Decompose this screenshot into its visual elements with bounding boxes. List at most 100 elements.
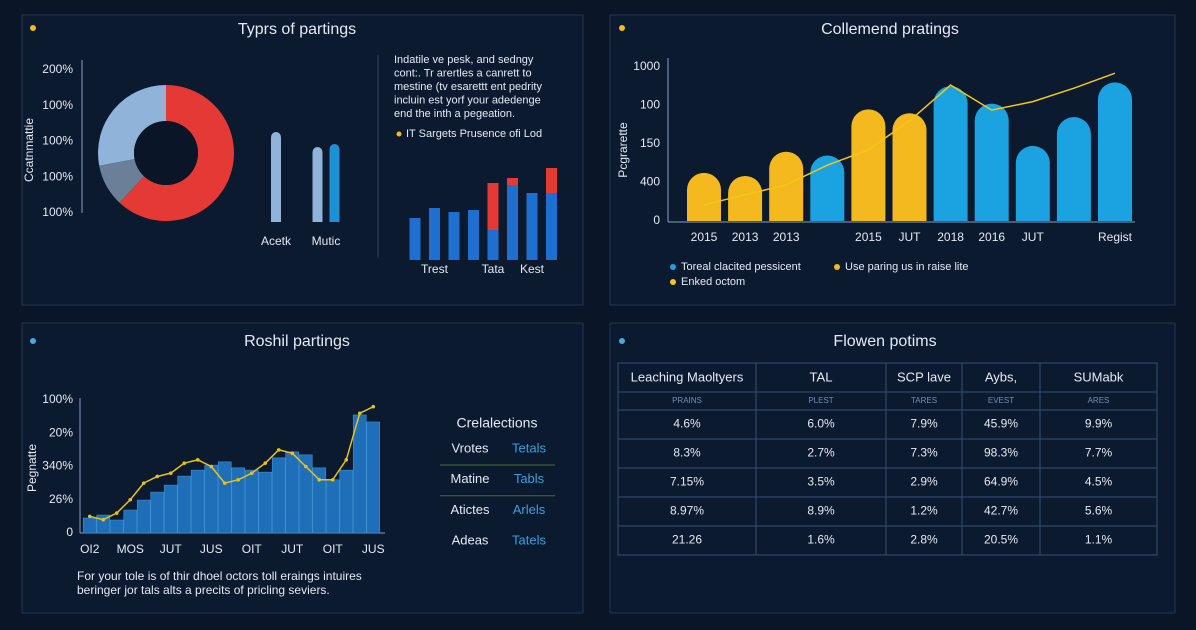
y-tick-label: 0	[653, 213, 660, 227]
x-tick-label: 2015	[855, 230, 882, 244]
table-cell: 2.7%	[807, 446, 835, 460]
table-cell: 8.97%	[670, 504, 704, 518]
bar	[339, 469, 354, 534]
line-point	[344, 458, 349, 462]
table-cell: 1.2%	[910, 504, 938, 518]
bar-segment	[546, 168, 557, 193]
line-point	[114, 511, 119, 515]
bar	[1098, 82, 1132, 222]
x-tick-label: 2013	[773, 230, 800, 244]
donut-hole	[134, 121, 198, 185]
bar	[312, 467, 327, 534]
line-point	[371, 404, 376, 409]
panel-dot	[619, 25, 625, 31]
x-tick-label: Regist	[1098, 230, 1133, 244]
table-header: TAL	[810, 369, 833, 384]
legend-cell: Atictes	[450, 502, 490, 517]
table-cell: 1.6%	[807, 533, 835, 547]
x-tick-label: 2016	[978, 230, 1005, 244]
y-tick-label: 100	[640, 98, 660, 112]
table-cell: 7.7%	[1085, 446, 1113, 460]
panel-dot	[30, 338, 36, 344]
x-tick-label: OI2	[80, 542, 100, 556]
y-axis-label: Pcgrarette	[616, 122, 630, 178]
legend-label: Toreal clacited pessicent	[681, 261, 801, 273]
bar-segment	[468, 210, 479, 260]
y-tick-label: 0	[66, 525, 73, 539]
bar	[271, 132, 281, 222]
bar	[258, 471, 273, 534]
note: For your tole is of thir dhoel octors to…	[77, 569, 362, 583]
table-cell: 2.9%	[910, 475, 938, 489]
bar	[217, 461, 232, 534]
table-frame	[617, 362, 1158, 556]
legend-cell: Adeas	[452, 533, 489, 548]
table-cell: 98.3%	[984, 446, 1018, 460]
x-tick-label: Tata	[482, 262, 505, 276]
axis-label: 100%	[42, 98, 73, 112]
bar-segment	[507, 185, 518, 260]
table-subheader: PRAINS	[672, 396, 702, 405]
panel-dot	[30, 25, 36, 31]
bar	[892, 113, 927, 221]
bar	[352, 414, 367, 534]
line-point	[141, 481, 146, 485]
line	[703, 72, 1116, 206]
x-tick-label: 2015	[691, 230, 718, 244]
legend-dot	[834, 264, 840, 270]
table-cell: 45.9%	[984, 417, 1018, 431]
line-point	[303, 464, 308, 469]
line	[89, 405, 374, 521]
legend-dot	[396, 131, 402, 137]
line-point	[263, 461, 268, 465]
panel-title: Collemend pratings	[821, 21, 959, 38]
note: beringer jor tals alts a precits of pric…	[77, 583, 330, 597]
table-cell: 6.0%	[807, 417, 835, 431]
y-tick-label: 400	[640, 175, 660, 189]
description: end the inth a pegeation.	[394, 108, 515, 120]
table-cell: 7.15%	[670, 475, 704, 489]
bar	[190, 469, 205, 534]
bar	[851, 109, 886, 221]
bar	[204, 464, 219, 534]
x-tick-label: Acetk	[261, 234, 292, 248]
panel-title: Typrs of partings	[238, 21, 356, 38]
legend-dot	[670, 279, 676, 285]
y-tick-label: 100%	[42, 392, 73, 406]
bar-segment	[429, 208, 440, 260]
table-cell: 5.6%	[1085, 504, 1113, 518]
table-header: SCP lave	[897, 369, 951, 384]
line-point	[195, 458, 200, 462]
bar-segment	[546, 193, 557, 260]
x-tick-label: JUS	[200, 542, 223, 556]
bar	[150, 491, 165, 534]
table-cell: 1.1%	[1085, 533, 1113, 547]
legend-cell: Tabls	[514, 471, 545, 486]
table-cell: 9.9%	[1085, 417, 1113, 431]
table-subheader: PLEST	[808, 396, 833, 405]
table-cell: 42.7%	[984, 504, 1018, 518]
bar	[285, 451, 300, 534]
bar	[325, 479, 340, 534]
bar	[231, 467, 246, 534]
bar	[687, 172, 721, 221]
description: cont:. Tr arertles a canrett to	[394, 67, 532, 79]
line-point	[236, 478, 241, 482]
bar	[1015, 145, 1050, 221]
table-cell: 8.9%	[807, 504, 835, 518]
x-tick-label: 2013	[732, 230, 759, 244]
bar-segment	[487, 230, 499, 260]
legend-label: Enked octom	[681, 276, 745, 288]
legend-dot	[670, 264, 676, 270]
line-point	[101, 517, 106, 522]
bar	[312, 147, 323, 222]
y-axis-label: Pegnatte	[25, 444, 39, 492]
panel-dot	[619, 338, 625, 344]
table-cell: 8.3%	[673, 446, 701, 460]
bar-segment	[487, 183, 499, 230]
line-point	[222, 481, 227, 485]
line-point	[357, 411, 362, 416]
bar	[1056, 117, 1091, 221]
y-tick-label: 1000	[633, 59, 660, 73]
line-point	[249, 471, 254, 475]
